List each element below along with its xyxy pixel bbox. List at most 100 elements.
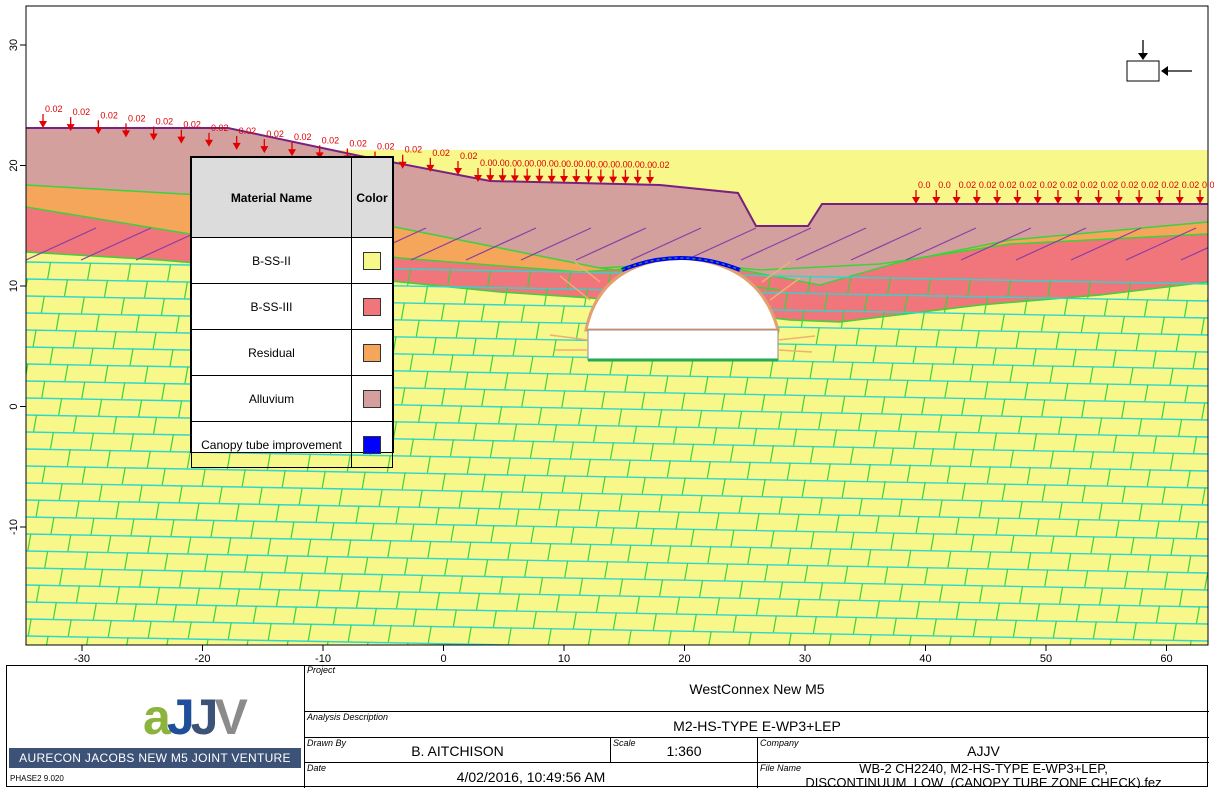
- vertical-joint: [426, 455, 431, 473]
- bedding-joint: [26, 499, 1208, 523]
- vertical-joint: [1152, 435, 1158, 453]
- vertical-joint: [115, 586, 121, 604]
- vertical-joint: [178, 400, 183, 418]
- vertical-joint: [584, 373, 589, 392]
- vertical-joint: [355, 590, 361, 608]
- load-label: 0.02: [211, 123, 229, 133]
- load-arrow-head: [232, 142, 241, 150]
- vertical-joint: [16, 313, 19, 330]
- load-arrow-head: [1135, 197, 1144, 204]
- vertical-joint: [467, 541, 472, 560]
- vertical-joint: [338, 573, 344, 591]
- vertical-joint: [524, 559, 529, 578]
- vertical-joint: [849, 446, 855, 464]
- vertical-joint: [1178, 418, 1183, 437]
- vertical-joint: [41, 380, 46, 398]
- vertical-joint: [44, 551, 49, 569]
- vertical-joint: [907, 550, 912, 568]
- vertical-joint: [706, 460, 711, 479]
- vertical-joint: [1126, 282, 1132, 300]
- vertical-joint: [72, 330, 77, 348]
- vertical-joint: [800, 310, 805, 328]
- vertical-joint: [850, 532, 855, 550]
- orientation-arrow-head: [1161, 66, 1168, 76]
- rock-bolt: [761, 261, 791, 283]
- load-label: 0.0: [480, 158, 493, 168]
- company-cell: Company AJJV: [757, 737, 1209, 762]
- vertical-joint: [815, 327, 820, 345]
- orientation-arrow-head: [1138, 53, 1148, 60]
- vertical-joint: [618, 493, 623, 512]
- vertical-joint: [992, 347, 997, 365]
- vertical-joint: [575, 322, 580, 341]
- weathered-joint: [960, 227, 1032, 261]
- vertical-joint: [538, 492, 543, 510]
- load-arrow-head: [498, 175, 507, 183]
- vertical-joint: [152, 416, 158, 434]
- vertical-joint: [778, 581, 784, 599]
- vertical-joint: [746, 461, 751, 479]
- vertical-joint: [964, 568, 969, 586]
- vertical-joint: [538, 406, 543, 425]
- load-label: 0.0: [505, 158, 518, 168]
- vertical-joint: [184, 366, 189, 384]
- vertical-joint: [609, 442, 615, 460]
- vertical-joint: [618, 408, 623, 426]
- bedding-joint: [26, 618, 1208, 642]
- load-label: 0.0: [938, 180, 951, 190]
- vertical-joint: [995, 517, 1000, 536]
- load-arrow-head: [1013, 197, 1022, 204]
- vertical-joint: [467, 626, 472, 644]
- vertical-joint: [664, 375, 669, 393]
- vertical-joint: [889, 362, 894, 380]
- legend-swatch: [363, 343, 381, 362]
- vertical-joint: [969, 448, 975, 467]
- vertical-joint: [212, 605, 217, 623]
- vertical-joint: [187, 536, 192, 554]
- vertical-joint: [1184, 385, 1189, 403]
- vertical-joint: [169, 434, 175, 452]
- vertical-joint: [586, 458, 591, 476]
- vertical-joint: [124, 552, 129, 570]
- vertical-joint: [321, 470, 326, 488]
- vertical-joint: [472, 337, 477, 356]
- vertical-joint: [810, 531, 815, 549]
- vertical-joint: [1210, 453, 1213, 470]
- vertical-joint: [41, 465, 46, 483]
- vertical-joint: [1018, 501, 1023, 519]
- legend-material-name: B-SS-III: [191, 283, 352, 330]
- vertical-joint: [938, 499, 943, 518]
- vertical-joint: [578, 407, 583, 425]
- vertical-joint: [978, 415, 983, 433]
- vertical-joint: [492, 610, 497, 628]
- vertical-joint: [182, 655, 185, 665]
- load-arrow-head: [149, 133, 158, 141]
- vertical-joint: [898, 499, 903, 517]
- vertical-joint: [783, 292, 789, 311]
- vertical-joint: [555, 509, 560, 527]
- vertical-joint: [138, 569, 144, 587]
- bedding-joint: [26, 465, 1208, 489]
- vertical-joint: [1112, 349, 1117, 368]
- vertical-joint: [67, 619, 72, 637]
- load-arrow-head: [584, 176, 593, 184]
- vertical-joint: [546, 457, 551, 476]
- vertical-joint: [1175, 334, 1180, 352]
- weathered-joint: [685, 227, 757, 261]
- analysis-label: Analysis Description: [307, 712, 389, 722]
- vertical-joint: [27, 533, 32, 551]
- load-label: 0.0: [578, 159, 591, 169]
- vertical-joint: [938, 584, 944, 602]
- vertical-joint: [489, 439, 495, 458]
- vertical-joint: [244, 554, 249, 572]
- vertical-joint: [920, 312, 925, 330]
- load-arrow-head: [510, 175, 519, 183]
- vertical-joint: [1089, 451, 1095, 469]
- vertical-joint: [290, 521, 295, 539]
- vertical-joint: [672, 426, 678, 444]
- vertical-joint: [738, 410, 743, 428]
- vertical-joint: [178, 570, 184, 588]
- vertical-joint: [1109, 638, 1112, 645]
